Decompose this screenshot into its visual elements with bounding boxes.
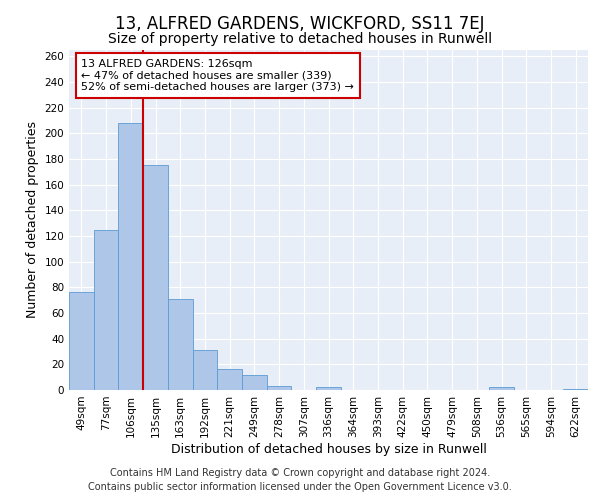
Y-axis label: Number of detached properties: Number of detached properties: [26, 122, 39, 318]
Text: Size of property relative to detached houses in Runwell: Size of property relative to detached ho…: [108, 32, 492, 46]
Bar: [168, 299, 193, 390]
Bar: [143, 166, 168, 390]
Bar: [316, 388, 341, 390]
Bar: [489, 388, 514, 390]
Bar: [242, 374, 267, 390]
Text: Contains public sector information licensed under the Open Government Licence v3: Contains public sector information licen…: [88, 482, 512, 492]
Bar: [94, 230, 118, 390]
Bar: [118, 123, 143, 390]
X-axis label: Distribution of detached houses by size in Runwell: Distribution of detached houses by size …: [170, 442, 487, 456]
Bar: [193, 350, 217, 390]
Bar: [563, 388, 588, 390]
Text: 13, ALFRED GARDENS, WICKFORD, SS11 7EJ: 13, ALFRED GARDENS, WICKFORD, SS11 7EJ: [115, 15, 485, 33]
Bar: [69, 292, 94, 390]
Bar: [217, 370, 242, 390]
Text: Contains HM Land Registry data © Crown copyright and database right 2024.: Contains HM Land Registry data © Crown c…: [110, 468, 490, 477]
Bar: [267, 386, 292, 390]
Text: 13 ALFRED GARDENS: 126sqm
← 47% of detached houses are smaller (339)
52% of semi: 13 ALFRED GARDENS: 126sqm ← 47% of detac…: [82, 59, 354, 92]
